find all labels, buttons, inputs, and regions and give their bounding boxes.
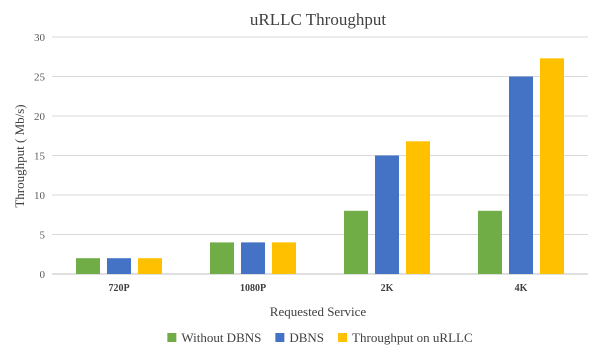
y-tick-label: 30 bbox=[34, 32, 46, 44]
legend-swatch bbox=[275, 333, 285, 342]
x-axis-title: Requested Service bbox=[270, 304, 367, 319]
bar bbox=[344, 210, 368, 274]
bar bbox=[210, 242, 234, 274]
bar bbox=[76, 258, 100, 274]
x-tick-label: 4K bbox=[515, 283, 528, 294]
gridlines bbox=[52, 36, 588, 275]
legend-swatch bbox=[167, 333, 177, 342]
bar bbox=[375, 155, 399, 274]
bar bbox=[478, 210, 502, 274]
y-tick-label: 25 bbox=[34, 72, 46, 84]
bar bbox=[406, 141, 430, 274]
x-tick-label: 720P bbox=[108, 283, 129, 294]
y-axis-ticks: 0 5 10 15 20 25 30 bbox=[34, 32, 46, 281]
bar bbox=[509, 76, 533, 274]
x-axis-ticks: 720P 1080P 2K 4K bbox=[108, 283, 527, 294]
bars bbox=[76, 58, 564, 274]
legend-label: DBNS bbox=[289, 330, 324, 345]
y-tick-label: 15 bbox=[34, 151, 46, 163]
chart-title: uRLLC Throughput bbox=[250, 10, 386, 29]
y-tick-label: 10 bbox=[34, 190, 46, 202]
x-tick-label: 2K bbox=[381, 283, 394, 294]
y-tick-label: 0 bbox=[40, 269, 46, 281]
x-tick-label: 1080P bbox=[240, 283, 266, 294]
legend-item: Without DBNS bbox=[167, 330, 261, 345]
bar bbox=[272, 242, 296, 274]
legend-label: Throughput on uRLLC bbox=[352, 330, 473, 345]
y-tick-label: 20 bbox=[34, 111, 46, 123]
legend-label: Without DBNS bbox=[181, 330, 261, 345]
legend-swatch bbox=[338, 333, 348, 342]
legend: Without DBNS DBNS Throughput on uRLLC bbox=[167, 330, 473, 345]
y-tick-label: 5 bbox=[40, 230, 46, 242]
bar bbox=[138, 258, 162, 274]
bar bbox=[107, 258, 131, 274]
y-axis-title: Throughput ( Mb/s) bbox=[12, 104, 27, 207]
legend-item: Throughput on uRLLC bbox=[338, 330, 473, 345]
legend-item: DBNS bbox=[275, 330, 324, 345]
bar bbox=[241, 242, 265, 274]
bar bbox=[540, 58, 564, 274]
